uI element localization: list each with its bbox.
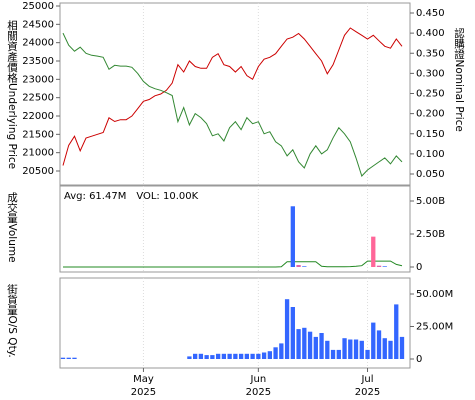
- bar: [394, 304, 399, 359]
- y2-tick-label: 0.250: [416, 89, 445, 100]
- y-tick-label: 21000: [22, 148, 54, 159]
- bar: [284, 299, 290, 359]
- bar: [302, 266, 307, 267]
- bar: [296, 265, 301, 267]
- bar: [348, 339, 353, 359]
- panel-frame: [59, 277, 411, 369]
- bar: [307, 331, 313, 359]
- panel-frame: [59, 185, 411, 273]
- y-tick-label: 24000: [22, 38, 54, 49]
- bar: [233, 353, 238, 359]
- bar: [261, 352, 267, 359]
- bar: [353, 339, 359, 359]
- bar: [72, 357, 77, 359]
- bar: [60, 357, 66, 359]
- y-tick-label: 22500: [22, 93, 54, 104]
- line-series: [63, 260, 403, 268]
- y2-tick-label: 0.300: [416, 68, 445, 79]
- bar: [382, 266, 387, 267]
- y2-tick-label: 0.150: [416, 129, 445, 140]
- bar: [250, 353, 255, 359]
- bar: [267, 351, 273, 359]
- y-tick-label: 5.00B: [416, 196, 445, 207]
- bar: [399, 336, 405, 359]
- bar: [371, 236, 376, 267]
- y-tick-label: 25.00M: [416, 322, 453, 333]
- y2-tick-label: 0.350: [416, 48, 445, 59]
- y-tick-label: 2.50B: [416, 229, 445, 240]
- bar: [325, 340, 330, 359]
- bar: [388, 340, 393, 359]
- y2-tick-label: 0.100: [416, 149, 445, 160]
- y2-axis-label: 認購證Nominal Price: [453, 27, 465, 132]
- y2-tick-label: 0.050: [416, 169, 445, 180]
- bar: [210, 355, 215, 359]
- bar: [313, 336, 318, 359]
- bar: [336, 349, 341, 359]
- bar: [198, 353, 204, 359]
- x-tick-label: May: [133, 374, 154, 385]
- legend-entry: Avg: 61.47M: [64, 191, 126, 202]
- x-tick-label: Jun: [250, 374, 267, 385]
- bar: [290, 307, 295, 359]
- y-tick-label: 24500: [22, 19, 54, 30]
- legend-entry: VOL: 10.00K: [136, 191, 198, 202]
- y-tick-label: 23000: [22, 74, 54, 85]
- bar: [273, 347, 278, 359]
- bar: [330, 349, 336, 359]
- y-tick-label: 25000: [22, 1, 54, 12]
- y-tick-label: 23500: [22, 56, 54, 67]
- x-tick-year: 2025: [246, 387, 271, 398]
- y2-tick-label: 0.450: [416, 8, 445, 19]
- bar: [244, 353, 250, 359]
- y2-tick-label: 0.200: [416, 109, 445, 120]
- bar: [365, 349, 370, 359]
- bar: [371, 322, 376, 359]
- bar: [192, 353, 198, 359]
- y-axis-label: 相關資產價格Underlying Price: [6, 19, 18, 169]
- bar: [376, 330, 382, 359]
- bar: [221, 353, 227, 359]
- x-tick-label: Jul: [360, 374, 373, 385]
- bar: [256, 353, 261, 359]
- y-tick-label: 22000: [22, 111, 54, 122]
- y-axis-label: 街貨量O/S Qty.: [6, 283, 18, 358]
- panel-frame: [59, 2, 411, 186]
- x-tick-year: 2025: [131, 387, 156, 398]
- line-series: [62, 32, 403, 177]
- y-tick-label: 50.00M: [416, 289, 453, 300]
- bar: [215, 353, 221, 359]
- bar: [342, 338, 347, 359]
- x-tick-year: 2025: [355, 387, 380, 398]
- y2-tick-label: 0.400: [416, 28, 445, 39]
- y-axis-label: 成交量Volume: [6, 192, 18, 263]
- y-tick-label: 21500: [22, 129, 54, 140]
- bar: [319, 333, 324, 359]
- bar: [290, 206, 295, 267]
- bar: [204, 355, 209, 359]
- bar: [296, 329, 301, 359]
- bar: [238, 353, 244, 359]
- y-tick-label: 0: [416, 262, 422, 273]
- y-tick-label: 0: [416, 354, 422, 365]
- bar: [359, 340, 364, 359]
- bar: [279, 343, 284, 359]
- line-series: [62, 27, 403, 166]
- bar: [227, 353, 232, 359]
- y-tick-label: 20500: [22, 166, 54, 177]
- bar: [376, 265, 382, 267]
- bar: [187, 356, 192, 359]
- bar: [302, 327, 307, 359]
- bar: [66, 357, 71, 359]
- bar: [382, 338, 387, 359]
